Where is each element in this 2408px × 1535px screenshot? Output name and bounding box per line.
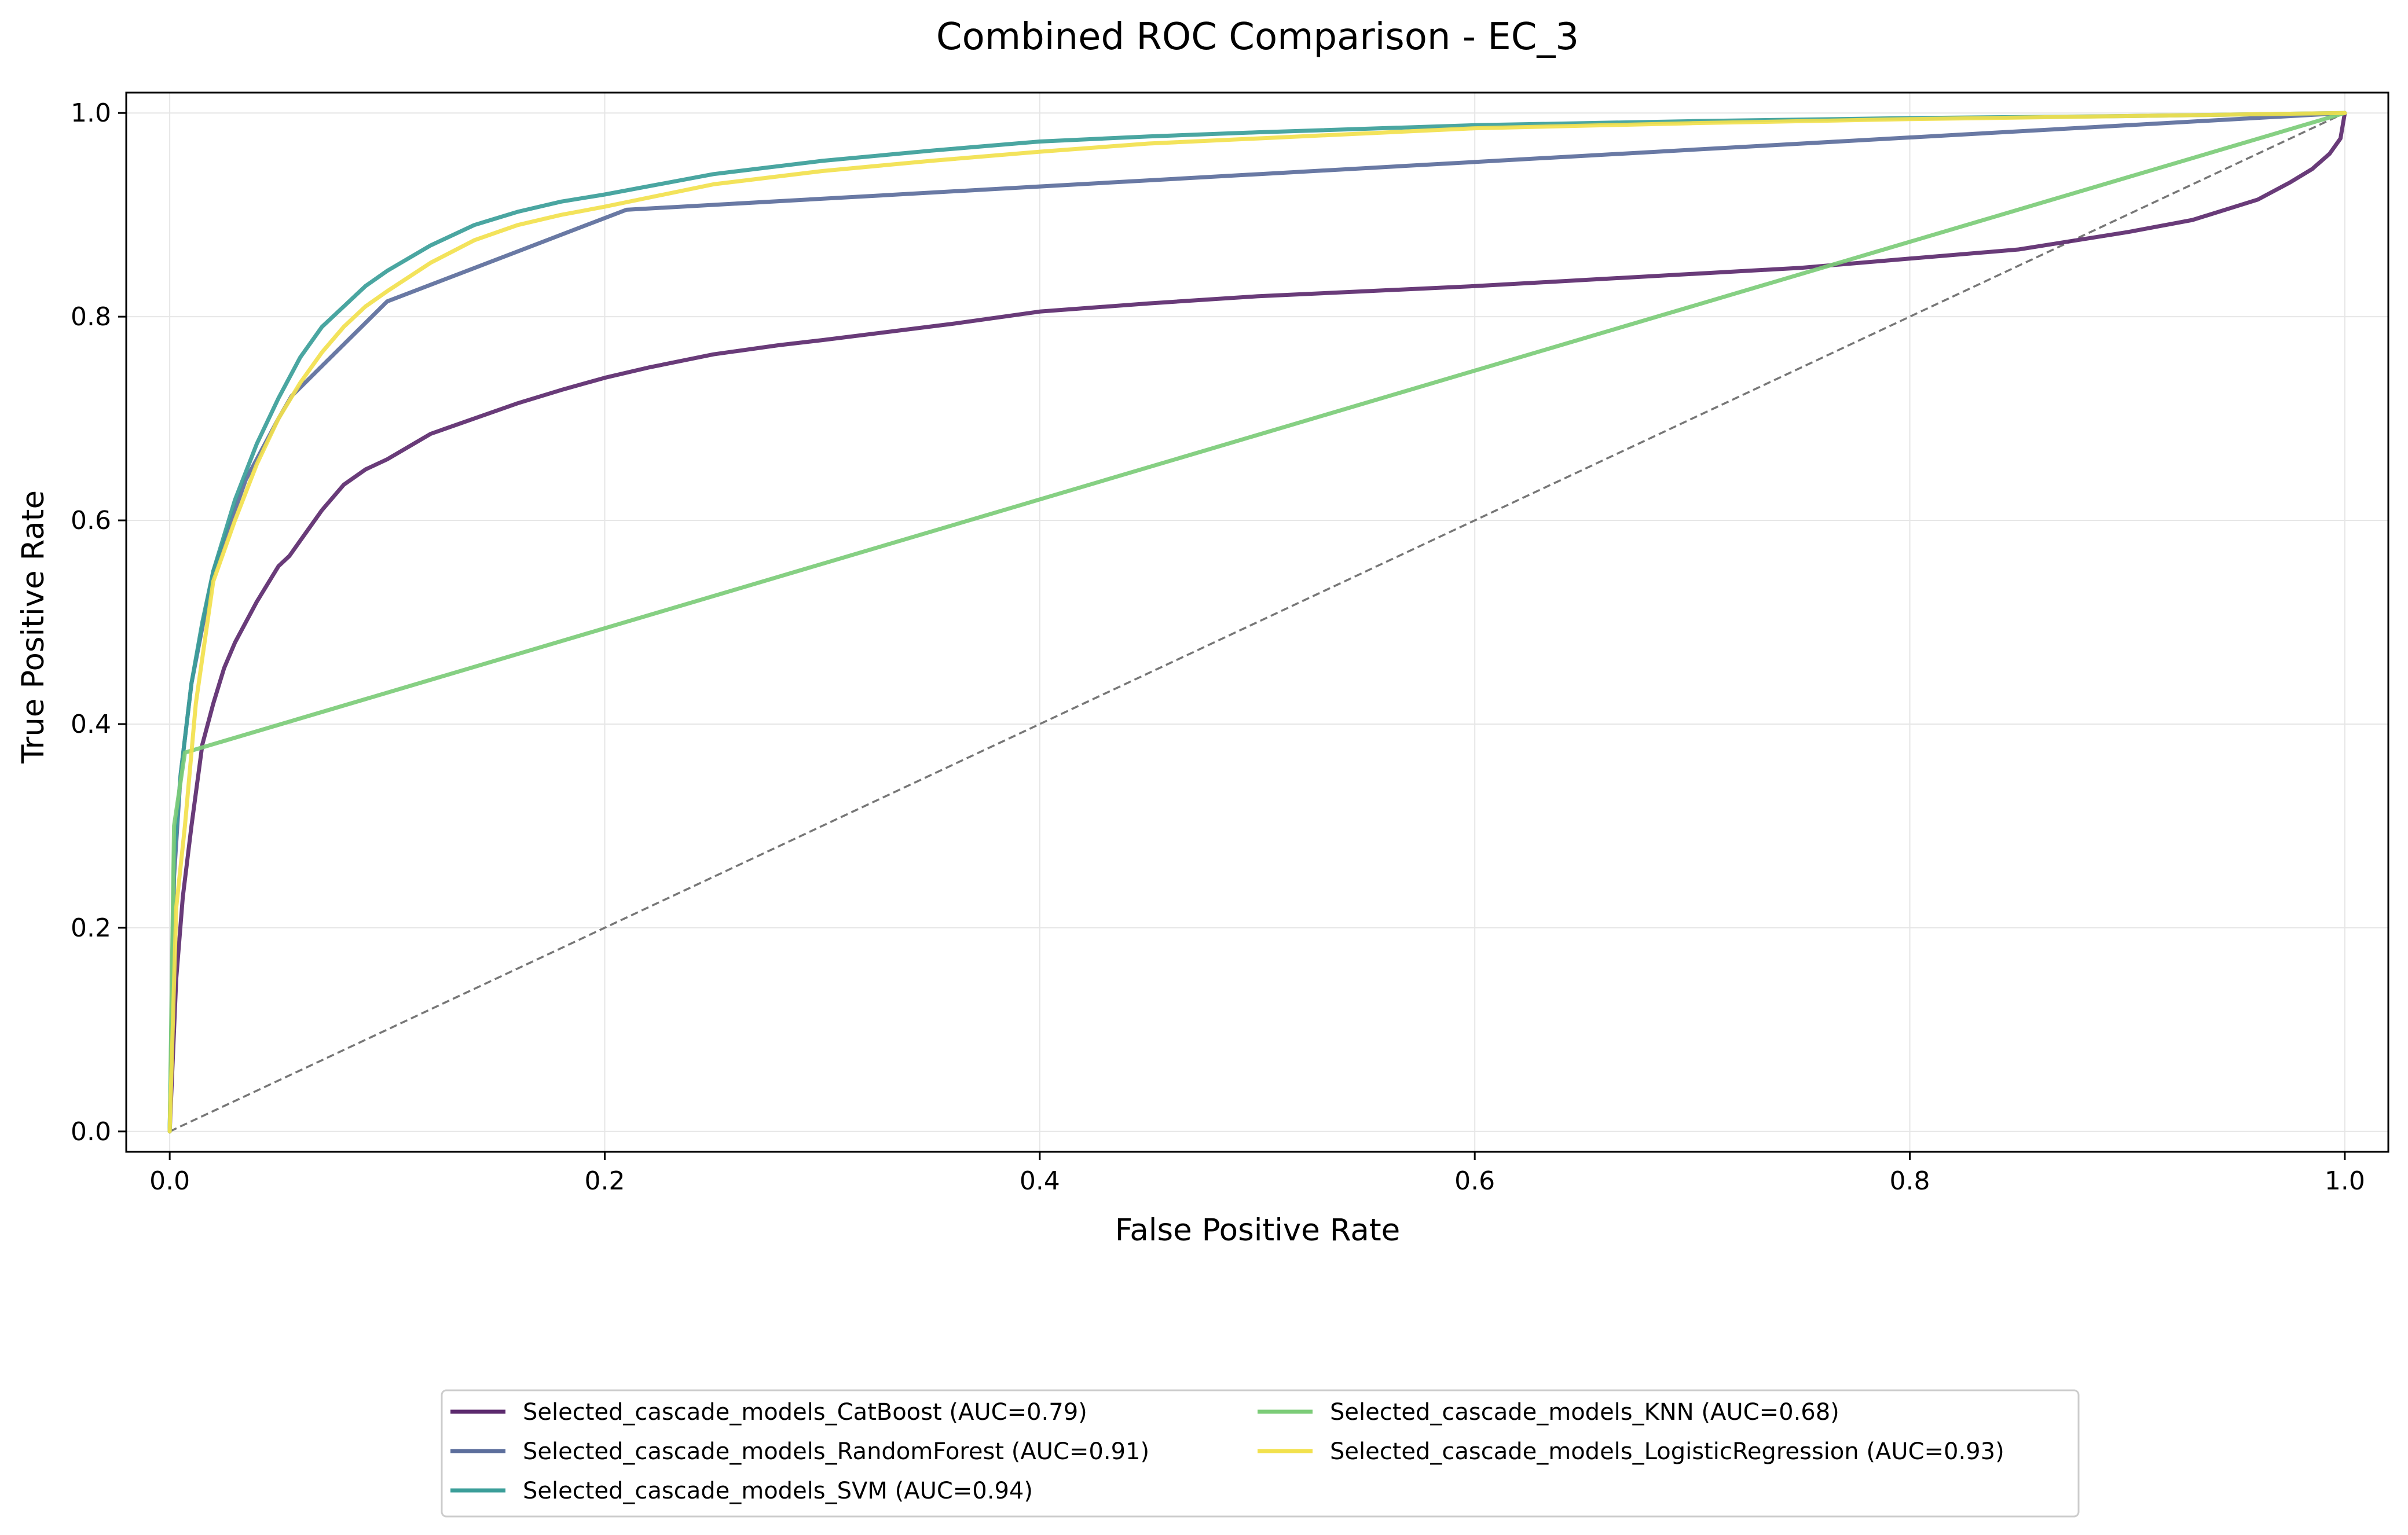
- y-tick-label: 0.2: [71, 913, 111, 943]
- y-axis-label: True Positive Rate: [16, 490, 51, 764]
- series-line-2: [167, 111, 2347, 1134]
- y-tick-label: 0.8: [71, 302, 111, 332]
- y-tick-label: 0.4: [71, 710, 111, 739]
- series-line-0: [167, 111, 2347, 1134]
- legend-box: [441, 1389, 2080, 1518]
- plot-frame: [125, 91, 2389, 1153]
- legend: Selected_cascade_models_CatBoost (AUC=0.…: [441, 1389, 2080, 1518]
- y-tick-label: 0.0: [71, 1117, 111, 1147]
- x-tick-label: 0.4: [1020, 1166, 1060, 1196]
- grid-lines: [126, 93, 2388, 1152]
- x-tick-label: 1.0: [2325, 1166, 2365, 1196]
- y-tick-label: 0.6: [71, 506, 111, 535]
- diagonal-reference-line: [169, 112, 2345, 1133]
- x-tick-label: 0.0: [149, 1166, 190, 1196]
- chart-title: Combined ROC Comparison - EC_3: [936, 16, 1579, 58]
- legend-label-2: Selected_cascade_models_SVM (AUC=0.94): [523, 1478, 1033, 1504]
- series-line-3: [167, 111, 2347, 1134]
- x-axis-label: False Positive Rate: [1115, 1213, 1401, 1248]
- x-tick-label: 0.8: [1890, 1166, 1930, 1196]
- axis-ticks: 0.0 0.2 0.4 0.6 0.8 1.0 0.0 0.2 0.4 0.6 0.8 1.0: [71, 98, 2365, 1196]
- diagonal-reference: [169, 112, 2345, 1133]
- series-line-4: [167, 111, 2347, 1134]
- legend-label-3: Selected_cascade_models_KNN (AUC=0.68): [1330, 1399, 1839, 1426]
- legend-label-4: Selected_cascade_models_LogisticRegressi…: [1330, 1438, 2004, 1465]
- legend-label-0: Selected_cascade_models_CatBoost (AUC=0.…: [523, 1399, 1087, 1426]
- y-tick-label: 1.0: [71, 98, 111, 128]
- roc-series-group: [167, 111, 2347, 1134]
- x-tick-label: 0.2: [584, 1166, 625, 1196]
- x-tick-label: 0.6: [1454, 1166, 1495, 1196]
- legend-label-1: Selected_cascade_models_RandomForest (AU…: [523, 1438, 1149, 1465]
